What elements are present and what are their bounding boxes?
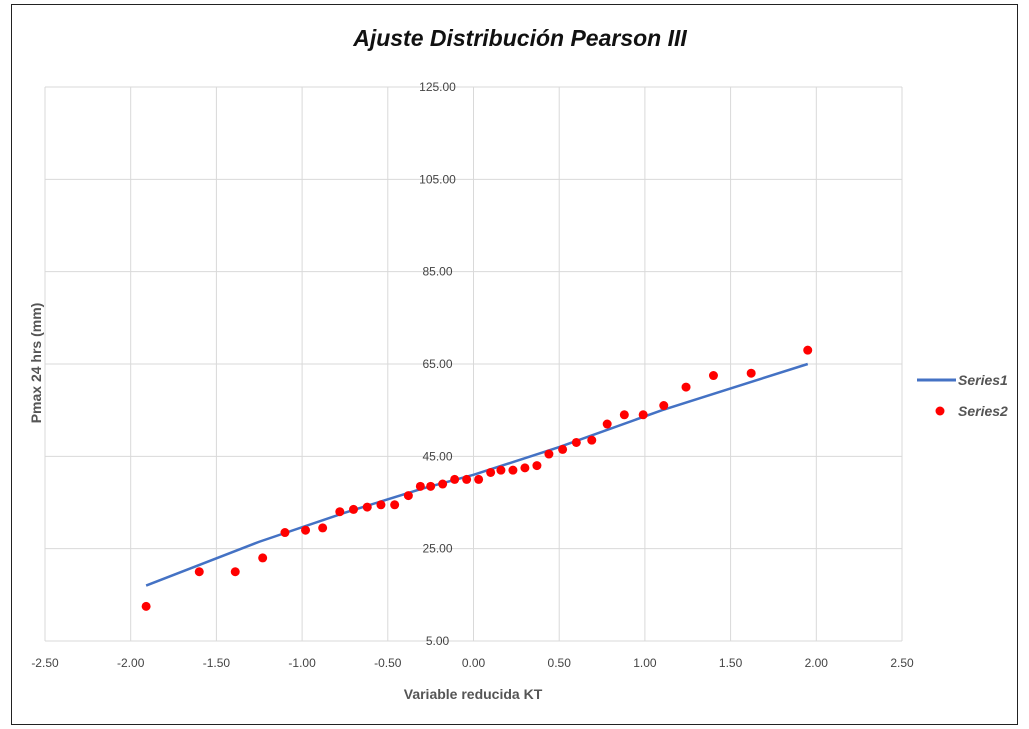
- series2-point: [362, 502, 372, 512]
- series2-point: [301, 525, 311, 535]
- y-axis-tick-labels: 5.00 25.00 45.00 65.00 85.00 105.00 125.00: [419, 80, 456, 648]
- series2-point: [462, 474, 472, 484]
- y-tick-label: 45.00: [422, 449, 452, 463]
- series2-point: [415, 481, 425, 491]
- legend-series1-label: Series1: [958, 372, 1008, 388]
- series2-point: [230, 567, 240, 577]
- series2-point: [450, 474, 460, 484]
- x-tick-label: -1.50: [203, 656, 231, 670]
- series2-point: [571, 437, 581, 447]
- series2-point: [558, 444, 568, 454]
- series2-point: [349, 504, 359, 514]
- series2-point: [474, 474, 484, 484]
- gridlines: [44, 86, 903, 642]
- y-tick-label: 85.00: [422, 265, 452, 279]
- series2-point: [803, 345, 813, 355]
- series2-point: [532, 461, 542, 471]
- series2-point: [681, 382, 691, 392]
- series2-point: [141, 601, 151, 611]
- series2-point: [403, 491, 413, 501]
- series2-point: [619, 410, 629, 420]
- series2-point: [438, 479, 448, 489]
- series2-point: [708, 371, 718, 381]
- series2-point: [390, 500, 400, 510]
- series2-point: [376, 500, 386, 510]
- y-tick-label: 5.00: [426, 634, 450, 648]
- x-tick-label: 0.50: [548, 656, 572, 670]
- series2-point: [746, 368, 756, 378]
- legend-series2-swatch: [935, 406, 945, 416]
- x-tick-label: 1.50: [719, 656, 743, 670]
- legend-series2-label: Series2: [958, 403, 1008, 419]
- series2-point: [508, 465, 518, 475]
- series2-point: [280, 528, 290, 538]
- x-tick-label: 2.50: [890, 656, 914, 670]
- series2-point: [602, 419, 612, 429]
- x-axis-title: Variable reducida KT: [404, 686, 543, 702]
- series1-line: [145, 362, 809, 587]
- x-tick-label: -2.00: [117, 656, 145, 670]
- series2-point: [318, 523, 328, 533]
- series2-point: [544, 449, 554, 459]
- x-tick-label: -0.50: [374, 656, 402, 670]
- y-tick-label: 65.00: [422, 357, 452, 371]
- series2-point: [258, 553, 268, 563]
- y-tick-label: 105.00: [419, 172, 456, 186]
- x-tick-label: 2.00: [805, 656, 829, 670]
- series2-point: [194, 567, 204, 577]
- series1-fit-line: [145, 362, 809, 587]
- series2-point: [335, 507, 345, 517]
- x-axis-tick-labels: -2.50 -2.00 -1.50 -1.00 -0.50 0.00 0.50 1.00 1.5…: [31, 656, 914, 670]
- series2-point: [426, 481, 436, 491]
- series2-point: [496, 465, 506, 475]
- x-tick-label: 1.00: [633, 656, 657, 670]
- series2-point: [638, 410, 648, 420]
- series2-point: [587, 435, 597, 445]
- y-tick-label: 125.00: [419, 80, 456, 94]
- x-tick-label: 0.00: [462, 656, 486, 670]
- series2-point: [486, 467, 496, 477]
- y-tick-label: 25.00: [422, 542, 452, 556]
- series2-point: [659, 401, 669, 411]
- series2-points: [141, 345, 813, 611]
- chart-title: Ajuste Distribución Pearson III: [352, 25, 687, 51]
- series2-point: [520, 463, 530, 473]
- legend: Series1 Series2: [917, 372, 1008, 419]
- x-tick-label: -2.50: [31, 656, 59, 670]
- y-axis-title: Pmax 24 hrs (mm): [28, 303, 44, 424]
- x-tick-label: -1.00: [288, 656, 316, 670]
